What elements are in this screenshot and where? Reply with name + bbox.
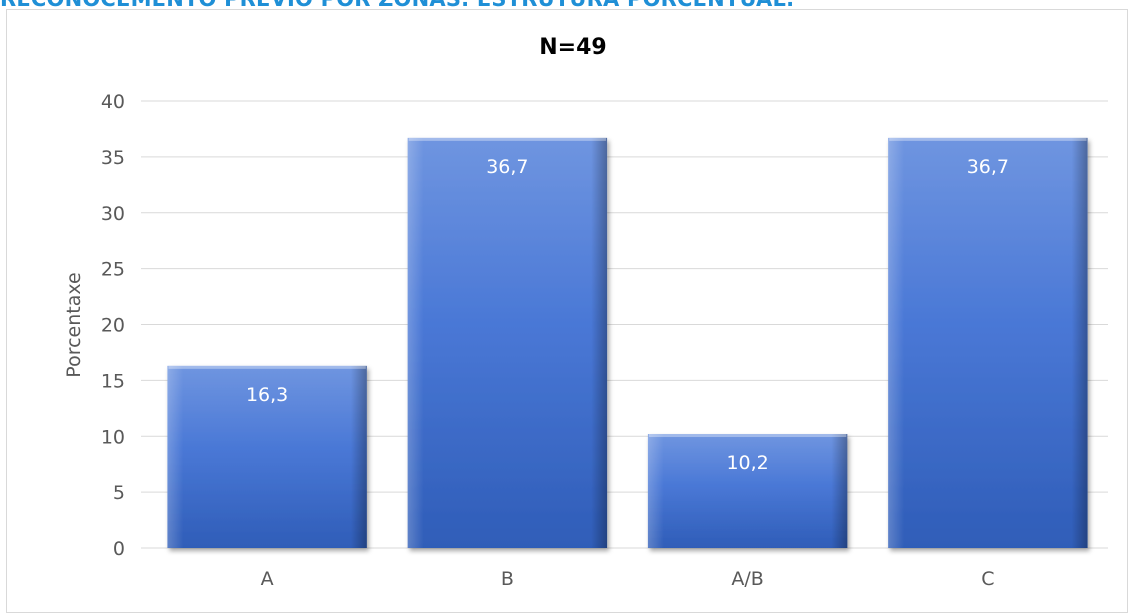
y-tick-label: 20 — [101, 315, 125, 337]
y-tick-label: 0 — [113, 538, 125, 560]
x-tick-label: A/B — [731, 568, 763, 590]
bar-bevel — [888, 137, 1088, 548]
y-tick-label: 40 — [101, 91, 125, 113]
bar-highlight — [168, 365, 366, 369]
x-tick-label: B — [501, 568, 514, 590]
chart-title: N=49 — [539, 35, 606, 60]
bar-group — [888, 137, 1088, 548]
y-tick-label: 5 — [113, 482, 125, 504]
bar-group — [167, 365, 367, 548]
y-tick-label: 10 — [101, 426, 125, 448]
data-label: 16,3 — [246, 384, 288, 406]
bar-highlight — [408, 137, 607, 141]
data-label: 36,7 — [486, 156, 528, 178]
bar-group — [647, 434, 848, 548]
page-heading: RECONOCEMENTO PREVIO POR ZONAS. ESTRUTUR… — [0, 0, 794, 11]
y-axis-label: Porcentaxe — [63, 272, 85, 377]
bar-bevel — [407, 137, 608, 548]
y-tick-label: 25 — [101, 259, 125, 281]
bar-bevel — [647, 434, 848, 548]
y-tick-label: 35 — [101, 147, 125, 169]
data-label: 10,2 — [726, 452, 768, 474]
y-tick-label: 30 — [101, 203, 125, 225]
bar-bevel — [167, 365, 367, 548]
y-tick-label: 15 — [101, 370, 125, 392]
bar-highlight — [889, 137, 1087, 141]
bar-highlight — [648, 434, 847, 438]
x-tick-label: A — [261, 568, 274, 590]
data-label: 36,7 — [967, 156, 1009, 178]
bar-group — [407, 137, 608, 548]
x-tick-label: C — [981, 568, 994, 590]
